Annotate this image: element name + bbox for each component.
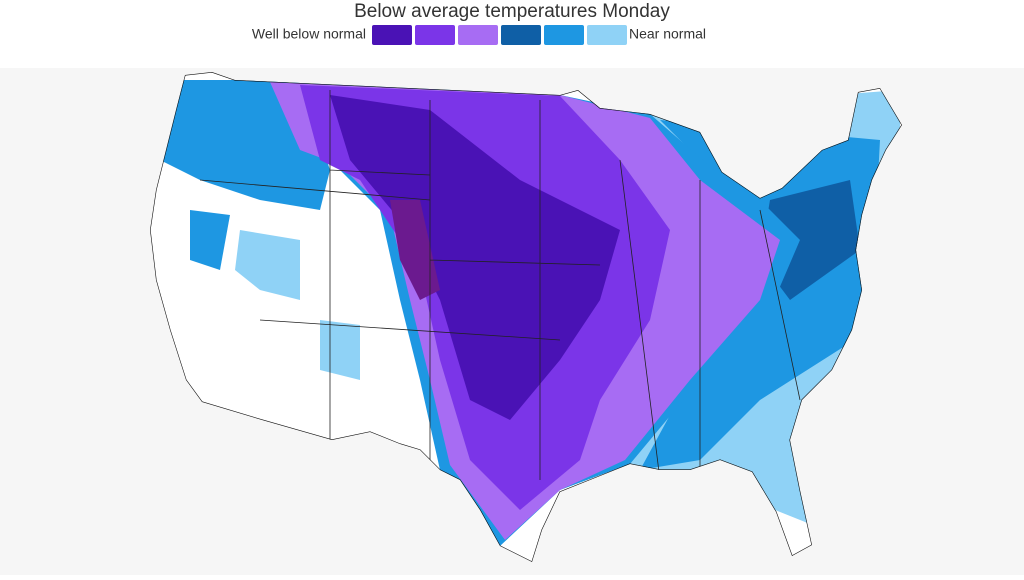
legend-swatches: [372, 25, 627, 45]
legend-swatch: [544, 25, 584, 45]
legend-swatch: [458, 25, 498, 45]
legend-swatch: [372, 25, 412, 45]
legend-high-label: Near normal: [629, 26, 706, 42]
legend-swatch: [501, 25, 541, 45]
map: [150, 72, 902, 562]
legend-swatch: [415, 25, 455, 45]
legend-swatch: [587, 25, 627, 45]
title: Below average temperatures Monday: [354, 1, 670, 22]
legend-low-label: Well below normal: [252, 26, 366, 42]
